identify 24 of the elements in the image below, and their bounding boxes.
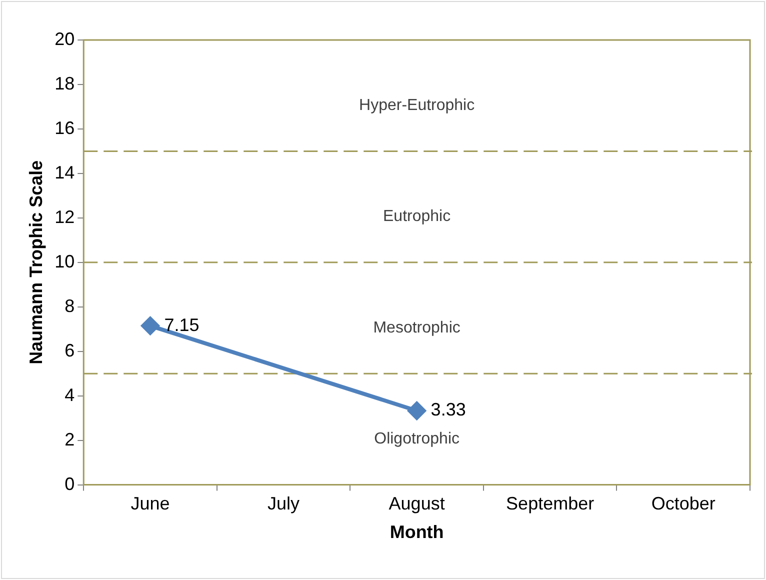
- x-tick-label: October: [651, 494, 716, 514]
- y-tick-label: 6: [64, 340, 75, 360]
- y-tick-label: 18: [54, 73, 75, 94]
- data-label: 7.15: [164, 314, 200, 335]
- x-tick-label: August: [388, 494, 445, 514]
- y-tick-label: 8: [64, 296, 75, 316]
- x-axis-title: Month: [390, 522, 444, 542]
- y-tick-label: 14: [54, 162, 75, 182]
- annotation: Mesotrophic: [373, 319, 460, 336]
- y-tick-label: 10: [54, 251, 75, 272]
- y-tick-label: 20: [54, 28, 75, 49]
- x-tick-label: July: [268, 494, 300, 514]
- x-tick-label: June: [130, 494, 170, 514]
- annotation: Oligotrophic: [374, 430, 460, 448]
- annotation: Hyper-Eutrophic: [359, 97, 475, 114]
- y-tick-label: 4: [64, 384, 75, 405]
- y-tick-label: 2: [64, 429, 75, 450]
- y-tick-label: 0: [64, 474, 75, 494]
- x-tick-label: September: [506, 494, 594, 514]
- y-tick-label: 12: [54, 206, 75, 227]
- y-axis-title: Naumann Trophic Scale: [26, 160, 46, 364]
- y-tick-label: 16: [54, 118, 75, 138]
- data-label: 3.33: [430, 400, 466, 420]
- annotation: Eutrophic: [383, 208, 451, 226]
